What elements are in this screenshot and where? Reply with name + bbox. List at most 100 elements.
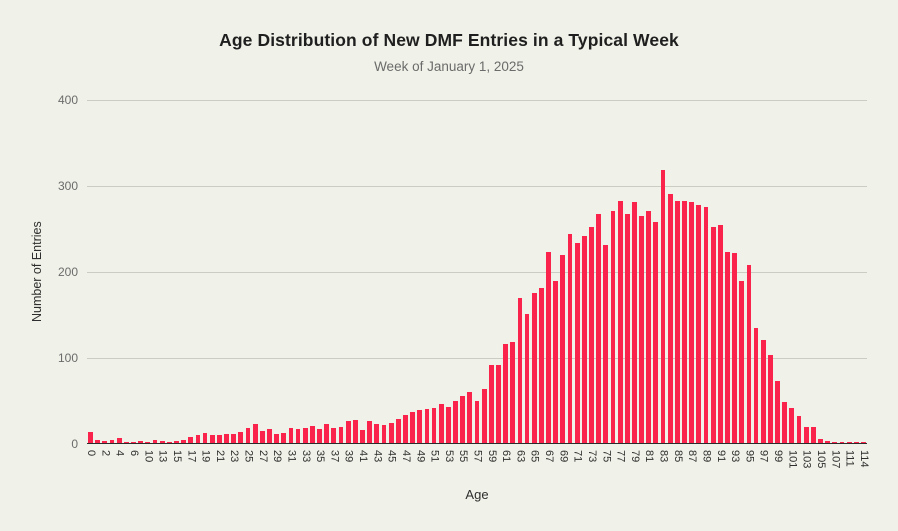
bar — [288, 428, 294, 443]
bar — [138, 441, 144, 443]
bar — [181, 440, 186, 443]
x-tick-label: 111 — [843, 450, 856, 467]
bar — [216, 435, 222, 443]
bar — [674, 201, 680, 443]
bar — [352, 419, 358, 443]
bar — [717, 224, 723, 443]
x-tick-label: 99 — [772, 450, 785, 463]
x-tick-label: 81 — [643, 450, 656, 463]
x-tick-label: 0 — [85, 450, 98, 457]
bar — [846, 442, 852, 443]
bar — [531, 293, 537, 443]
x-tick-label: 87 — [686, 450, 699, 463]
x-tick-label: 6 — [128, 450, 140, 457]
x-tick-label: 77 — [614, 450, 627, 463]
bar — [317, 429, 322, 443]
bar — [274, 433, 280, 443]
bar — [503, 344, 509, 443]
x-tick-label: 55 — [457, 450, 470, 463]
bar — [231, 433, 237, 443]
bar — [574, 242, 580, 443]
bar — [617, 201, 623, 443]
bar — [345, 420, 351, 443]
x-axis-line — [87, 443, 867, 444]
bar — [861, 442, 866, 443]
bar — [324, 424, 330, 443]
bar — [445, 406, 451, 443]
bar — [403, 415, 408, 443]
x-tick-label: 21 — [213, 450, 226, 463]
x-tick-label: 95 — [743, 450, 756, 463]
x-tick-label: 25 — [242, 450, 255, 463]
gridline — [87, 100, 867, 101]
x-tick-label: 47 — [399, 450, 412, 463]
bar — [646, 210, 652, 443]
bar — [610, 210, 616, 443]
bar — [753, 327, 759, 443]
x-tick-label: 10 — [142, 450, 155, 463]
bar — [524, 314, 530, 443]
x-tick-label: 51 — [428, 450, 441, 463]
bar — [703, 206, 709, 443]
gridline — [87, 272, 867, 273]
x-tick-label: 57 — [471, 450, 484, 463]
bar — [224, 433, 229, 443]
x-tick-label: 19 — [199, 450, 212, 463]
x-tick-label: 91 — [714, 450, 727, 463]
bar — [116, 437, 122, 443]
bar — [417, 410, 423, 443]
bar — [682, 201, 687, 443]
bar — [488, 364, 494, 443]
x-tick-label: 83 — [657, 450, 670, 463]
bar — [123, 442, 129, 443]
bar — [553, 281, 559, 443]
bar — [331, 428, 337, 443]
bar — [238, 431, 244, 443]
x-tick-label: 114 — [857, 450, 870, 468]
bar — [596, 214, 602, 443]
bar — [853, 442, 859, 443]
x-tick-label: 73 — [585, 450, 598, 463]
bar — [431, 407, 437, 443]
x-tick-label: 43 — [371, 450, 384, 463]
bar — [818, 438, 823, 443]
bar — [259, 430, 265, 443]
chart-subtitle: Week of January 1, 2025 — [374, 59, 524, 74]
bar — [767, 355, 773, 443]
x-tick-label: 13 — [156, 450, 169, 463]
plot-area — [87, 100, 867, 444]
bar — [195, 435, 201, 443]
x-tick-label: 85 — [671, 450, 684, 463]
bar — [481, 388, 487, 443]
y-tick-label: 300 — [57, 179, 78, 193]
bar — [95, 439, 101, 443]
bar — [496, 364, 501, 443]
bar — [102, 441, 108, 443]
x-axis-title: Age — [465, 487, 489, 502]
bar — [410, 412, 415, 443]
bar — [796, 416, 802, 443]
bar — [732, 252, 737, 443]
bar — [667, 193, 673, 443]
bar — [510, 341, 516, 443]
x-tick-label: 59 — [485, 450, 498, 463]
x-tick-label: 89 — [700, 450, 713, 463]
bar — [267, 429, 272, 443]
bar — [589, 227, 594, 443]
x-tick-label: 93 — [729, 450, 742, 463]
x-tick-label: 31 — [285, 450, 298, 463]
bar — [832, 442, 838, 443]
x-tick-label: 53 — [442, 450, 455, 463]
bar — [739, 281, 745, 443]
bar — [632, 202, 637, 443]
bar — [252, 424, 258, 443]
bar — [202, 432, 208, 443]
bar — [539, 288, 544, 443]
bar — [689, 202, 695, 443]
x-tick-label: 29 — [271, 450, 284, 463]
x-tick-label: 101 — [786, 450, 799, 469]
bar — [302, 427, 308, 443]
bar — [109, 440, 115, 443]
bar — [810, 426, 816, 443]
x-tick-label: 33 — [299, 450, 312, 463]
